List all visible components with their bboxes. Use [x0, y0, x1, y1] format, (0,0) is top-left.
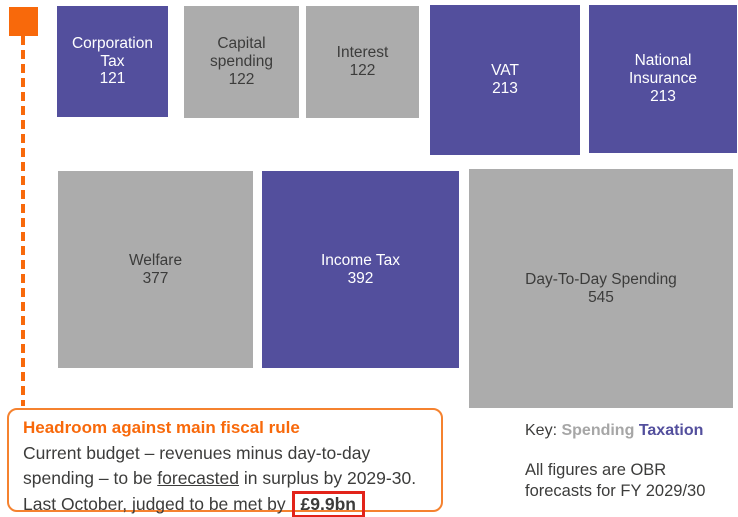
box-label: National Insurance — [628, 52, 698, 88]
dashed-connector-line — [21, 36, 25, 406]
orange-marker-square — [9, 7, 38, 36]
annotation-underlined-word: forecasted — [157, 468, 239, 488]
legend: Key: Spending Taxation — [525, 422, 703, 440]
box-value: 392 — [347, 269, 374, 287]
box-capital-spending: Capital spending 122 — [184, 6, 299, 118]
box-label: Income Tax — [321, 251, 400, 269]
box-day-to-day-spending: Day-To-Day Spending 545 — [469, 169, 733, 408]
box-corporation-tax: Corporation Tax 121 — [57, 6, 168, 117]
annotation-text-part2: in surplus by 2029-30. Last October, jud… — [23, 468, 417, 514]
box-value: 545 — [588, 288, 614, 306]
box-label: Welfare — [128, 251, 183, 269]
legend-entry-spending: Spending — [561, 422, 635, 439]
legend-label: Key: — [525, 422, 558, 439]
box-vat: VAT 213 — [430, 5, 580, 155]
box-welfare: Welfare 377 — [58, 171, 253, 368]
box-value: 377 — [142, 269, 169, 287]
annotation-highlight-value: £9.9bn — [291, 491, 365, 517]
box-value: 122 — [349, 62, 376, 79]
annotation-title: Headroom against main fiscal rule — [23, 418, 300, 437]
box-income-tax: Income Tax 392 — [262, 171, 459, 368]
box-national-insurance: National Insurance 213 — [589, 5, 737, 153]
box-value: 121 — [99, 70, 126, 88]
annotation-text-part1: Current budget – revenues minus day-to-d… — [23, 443, 371, 488]
legend-entry-taxation: Taxation — [638, 422, 704, 439]
box-label: VAT — [491, 62, 519, 80]
box-interest: Interest 122 — [306, 6, 419, 118]
box-label: Corporation Tax — [71, 34, 153, 70]
source-footnote: All figures are OBR forecasts for FY 202… — [525, 461, 706, 500]
box-label: Capital spending — [210, 35, 273, 71]
box-label: Interest — [336, 44, 389, 62]
annotation-callout-box: Headroom against main fiscal rule Curren… — [7, 408, 443, 517]
box-value: 213 — [492, 80, 518, 97]
annotation-body: Current budget – revenues minus day-to-d… — [23, 441, 429, 517]
box-value: 122 — [228, 70, 255, 88]
box-value: 213 — [650, 87, 676, 105]
box-label: Day-To-Day Spending — [525, 270, 677, 288]
